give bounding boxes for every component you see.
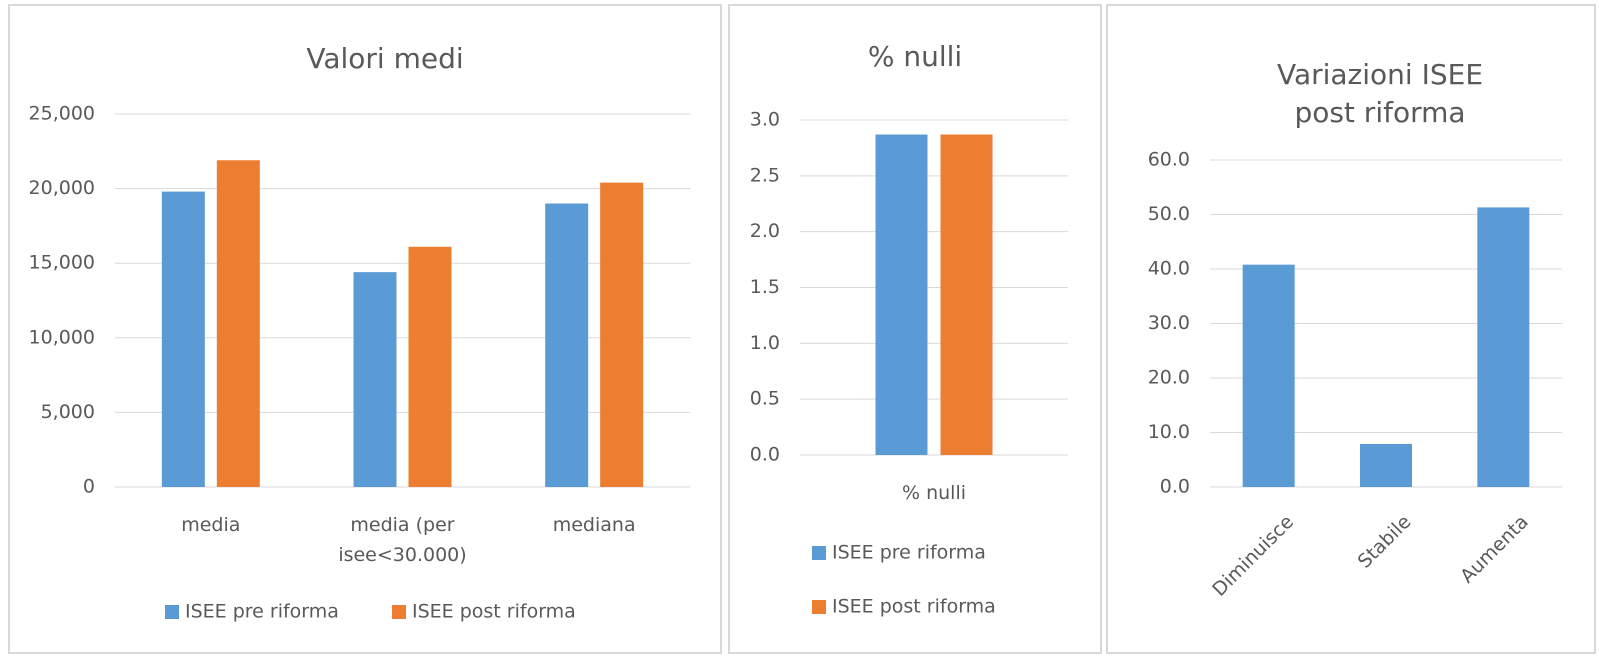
y-tick-label: 0 (83, 476, 95, 498)
x-tick-label: mediana (552, 514, 636, 536)
legend-swatch (812, 546, 826, 560)
legend-label: ISEE pre riforma (185, 601, 339, 623)
y-tick-label: 5,000 (41, 401, 95, 423)
bar (600, 182, 644, 487)
x-tick-label: media (per isee<30.000) (338, 514, 467, 566)
bar (1360, 443, 1412, 487)
bar (875, 134, 928, 455)
x-tick-label: Stabile (1354, 511, 1416, 573)
legend-label: ISEE pre riforma (832, 542, 986, 564)
x-tick-label: Diminuisce (1208, 511, 1298, 601)
y-tick-label: 15,000 (29, 252, 95, 274)
y-tick-label: 20.0 (1148, 367, 1190, 389)
chart-title: % nulli (867, 40, 963, 73)
y-tick-label: 1.0 (750, 332, 780, 354)
panel (728, 4, 1102, 654)
y-tick-label: 50.0 (1148, 203, 1190, 225)
y-tick-label: 60.0 (1148, 149, 1190, 171)
chart-title: Valori medi (306, 42, 464, 75)
bar (940, 134, 993, 455)
y-tick-label: 2.0 (750, 220, 780, 242)
legend-swatch (812, 600, 826, 614)
x-tick-label: Aumenta (1456, 511, 1533, 588)
legend-swatch (392, 605, 406, 619)
bar (161, 191, 205, 488)
legend-label: ISEE post riforma (832, 596, 996, 618)
bar (353, 272, 397, 487)
y-tick-label: 0.5 (750, 388, 780, 410)
panel (8, 4, 722, 654)
legend-label: ISEE post riforma (412, 601, 576, 623)
bar (408, 246, 452, 487)
panel (1106, 4, 1596, 654)
bar (545, 203, 589, 487)
x-tick-label: media (181, 514, 241, 536)
x-tick-label: % nulli (901, 482, 966, 504)
y-tick-label: 25,000 (29, 103, 95, 125)
chart-title: Variazioni ISEE post riforma (1276, 58, 1484, 129)
bar (216, 160, 260, 487)
bar (1477, 207, 1530, 488)
y-tick-label: 3.0 (750, 109, 780, 131)
bar (1242, 264, 1295, 487)
y-tick-label: 10,000 (29, 326, 95, 348)
y-tick-label: 1.5 (750, 276, 780, 298)
y-tick-label: 2.5 (750, 164, 780, 186)
y-tick-label: 20,000 (29, 177, 95, 199)
y-tick-label: 10.0 (1148, 421, 1190, 443)
y-tick-label: 30.0 (1148, 312, 1190, 334)
y-tick-label: 0.0 (750, 444, 780, 466)
y-tick-label: 0.0 (1160, 476, 1190, 498)
y-tick-label: 40.0 (1148, 258, 1190, 280)
legend-swatch (165, 605, 179, 619)
